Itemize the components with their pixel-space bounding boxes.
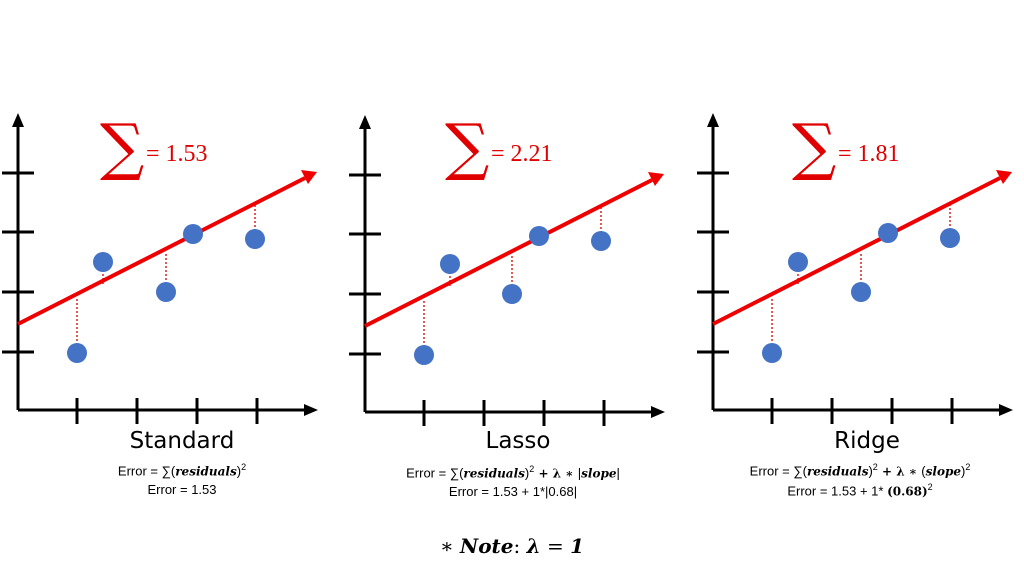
y-axis-ticks (349, 173, 381, 356)
note-word: Note (459, 534, 514, 558)
note-star: ∗ (439, 534, 460, 558)
y-axis-ticks (2, 171, 34, 354)
error-value-text: Error = 1.53 + 1* (787, 483, 888, 499)
y-axis (707, 113, 719, 410)
residual-sum: = 1.53 (146, 141, 208, 167)
x-axis (365, 406, 665, 418)
x-axis (713, 404, 1013, 416)
residual-sum: = 1.81 (838, 141, 900, 167)
slope-value-exponent: 2 (927, 482, 933, 492)
slope-value: (0.68) (887, 484, 928, 499)
note-value: 1 (570, 534, 585, 558)
fit-line (364, 172, 664, 328)
data-points (67, 224, 265, 363)
formula-residuals: residuals (806, 464, 869, 479)
formula-exponent: 2 (241, 462, 247, 472)
error-value: Error = 1.53 + 1* (0.68)2 (695, 482, 1024, 498)
formula-suffix: ) (236, 463, 242, 479)
sigma-symbol: ∑ (792, 110, 837, 183)
residual-sum: = 2.21 (491, 141, 553, 167)
y-axis (12, 113, 24, 410)
x-axis-ticks (422, 400, 606, 426)
formula-slope: slope (581, 466, 617, 481)
ridge-plot (697, 113, 1013, 424)
formula-residuals: residuals (463, 466, 525, 481)
data-points (414, 226, 611, 365)
x-axis-ticks (75, 398, 259, 424)
formula-exponent: 2 (872, 462, 878, 472)
panel-title: Standard (129, 428, 235, 454)
data-points (762, 223, 960, 363)
formula-residuals: residuals (175, 464, 237, 479)
penalty-close: | (616, 465, 620, 481)
penalty-close: ) (960, 463, 966, 479)
penalty-open: | (577, 465, 582, 481)
formula-lambda: + λ ∗ (877, 464, 922, 479)
lambda-note: ∗ Note: λ = 1 (0, 534, 1024, 558)
panel-standard: ∑ = 1.53 Standard Error = ∑(residuals)2 … (0, 0, 340, 576)
sigma-symbol: ∑ (445, 110, 490, 183)
formula-lambda: + λ ∗ (534, 466, 578, 481)
standard-plot (2, 113, 318, 424)
error-formula: Error = ∑(residuals)2 + λ ∗ (slope)2 (695, 462, 1024, 478)
error-value: Error = 1.53 + 1*|0.68| (448, 484, 578, 499)
penalty-exponent: 2 (965, 462, 971, 472)
note-equals: = (540, 534, 571, 558)
fit-line (712, 170, 1012, 326)
formula-prefix: Error = ∑( (117, 463, 176, 479)
x-axis (18, 404, 318, 416)
fit-line (17, 170, 317, 326)
panel-title: Ridge (834, 428, 900, 454)
formula-prefix: Error = ∑( (749, 463, 807, 479)
formula-suffix: ) (524, 465, 530, 481)
formula-exponent: 2 (529, 464, 535, 474)
panel-ridge: ∑ = 1.81 Ridge Error = ∑(residuals)2 + λ… (695, 0, 1024, 576)
error-formula: Error = ∑(residuals)2 + λ ∗ |slope| (348, 464, 678, 480)
lasso-plot (349, 115, 665, 426)
error-value: Error = 1.53 (147, 482, 217, 497)
formula-suffix: ) (868, 463, 873, 479)
panel-lasso: ∑ = 2.21 Lasso Error = ∑(residuals)2 + λ… (348, 0, 688, 576)
formula-prefix: Error = ∑( (406, 465, 464, 481)
note-colon: : (513, 534, 527, 558)
note-lambda: λ (526, 534, 541, 558)
panel-title: Lasso (485, 428, 551, 454)
formula-slope: slope (925, 464, 961, 479)
y-axis-ticks (697, 171, 729, 354)
y-axis (359, 115, 371, 412)
error-formula: Error = ∑(residuals)2 (17, 462, 347, 478)
sigma-symbol: ∑ (100, 110, 145, 183)
x-axis-ticks (770, 398, 954, 424)
penalty-open: ( (921, 463, 926, 479)
